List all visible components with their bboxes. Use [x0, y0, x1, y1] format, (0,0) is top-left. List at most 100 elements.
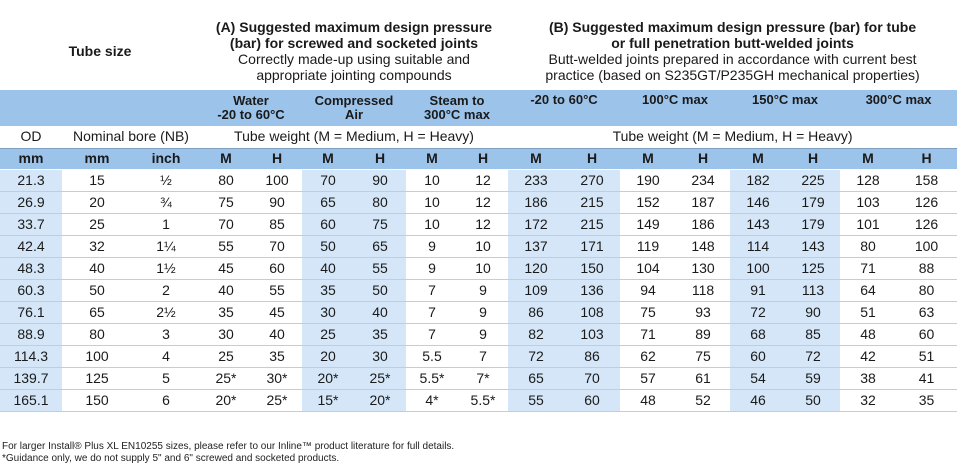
table-cell: 15: [62, 168, 132, 192]
table-cell: 114: [730, 234, 786, 258]
group-header-row: Tube size (A) Suggested maximum design p…: [0, 12, 957, 90]
tube-weight-a-header: Tube weight (M = Medium, H = Heavy): [200, 126, 508, 149]
table-cell: 30: [302, 300, 354, 324]
table-cell: 72: [786, 344, 840, 368]
group-a-line2: (bar) for screwed and socketed joints: [229, 35, 479, 51]
table-cell: 71: [620, 322, 676, 346]
unit-cell: M: [406, 148, 458, 169]
table-cell: 70: [302, 168, 354, 192]
table-cell: 85: [252, 212, 302, 236]
table-cell: 30: [200, 322, 252, 346]
band-b-temp2: 100°C max: [620, 90, 730, 126]
table-cell: 25: [62, 212, 132, 236]
table-row: 139.7 125 5 25* 30* 20* 25* 5.5* 7* 65 70 57 61 54 59 3…: [0, 366, 957, 390]
group-b-line2: or full penetration butt-welded joints: [611, 35, 854, 51]
cell-value: 20*: [369, 391, 391, 408]
unit-cell: H: [564, 148, 620, 169]
cell-value: 25*: [369, 369, 391, 386]
table-cell: 119: [620, 234, 676, 258]
table-cell: 60: [896, 322, 957, 346]
table-cell: 76.1: [0, 300, 62, 324]
table-cell: 25*: [354, 366, 406, 390]
table-cell: 130: [676, 256, 730, 280]
table-cell: 86: [508, 300, 564, 324]
table-cell: 75: [200, 190, 252, 214]
band-blank: [0, 90, 200, 126]
table-cell: 114.3: [0, 344, 62, 368]
table-cell: 50: [302, 234, 354, 258]
condition-band-row: Water -20 to 60°C Compressed Air Steam t…: [0, 90, 957, 126]
table-cell: 12: [458, 168, 508, 192]
table-row: 48.3 40 1½ 45 60 40 55 9 10 120 150 104 130 100 125 71 8…: [0, 256, 957, 280]
table-cell: 75: [676, 344, 730, 368]
table-cell: 2: [132, 278, 200, 302]
table-cell: 7: [406, 278, 458, 302]
band-steam: Steam to 300°C max: [406, 90, 508, 126]
table-cell: 20*: [302, 366, 354, 390]
table-cell: 20*: [200, 388, 252, 412]
table-cell: 120: [508, 256, 564, 280]
table-cell: 72: [730, 300, 786, 324]
table-cell: 70: [564, 366, 620, 390]
table-cell: 4: [132, 344, 200, 368]
band-air: Compressed Air: [302, 90, 406, 126]
table-cell: 139.7: [0, 366, 62, 390]
table-cell: 233: [508, 168, 564, 192]
table-cell: 186: [508, 190, 564, 214]
table-cell: 40: [302, 256, 354, 280]
table-cell: 65: [508, 366, 564, 390]
table-row: 42.4 32 1¼ 55 70 50 65 9 10 137 171 119 148 114 143 80 1…: [0, 234, 957, 258]
table-cell: 51: [896, 344, 957, 368]
table-cell: 72: [508, 344, 564, 368]
table-cell: 80: [62, 322, 132, 346]
table-cell: 3: [132, 322, 200, 346]
table-cell: 52: [676, 388, 730, 412]
table-row: 26.9 20 ¾ 75 90 65 80 10 12 186 215 152 187 146 179 103…: [0, 190, 957, 214]
table-cell: 1½: [132, 256, 200, 280]
table-cell: 59: [786, 366, 840, 390]
table-cell: 70: [200, 212, 252, 236]
table-cell: 148: [676, 234, 730, 258]
table-cell: 61: [676, 366, 730, 390]
table-cell: 40: [354, 300, 406, 324]
table-cell: 10: [406, 168, 458, 192]
table-cell: 91: [730, 278, 786, 302]
table-cell: 80: [354, 190, 406, 214]
unit-cell: M: [508, 148, 564, 169]
table-cell: 15*: [302, 388, 354, 412]
table-row: 88.9 80 3 30 40 25 35 7 9 82 103 71 89 68 85 48 60: [0, 322, 957, 346]
group-a-line3: Correctly made-up using suitable and: [238, 51, 470, 67]
table-cell: 86: [564, 344, 620, 368]
table-cell: 190: [620, 168, 676, 192]
table-cell: 143: [786, 234, 840, 258]
table-cell: 71: [840, 256, 896, 280]
table-cell: 70: [252, 234, 302, 258]
table-cell: 25: [200, 344, 252, 368]
table-cell: 10: [406, 212, 458, 236]
table-cell: 32: [62, 234, 132, 258]
unit-cell: H: [676, 148, 730, 169]
table-cell: 152: [620, 190, 676, 214]
table-cell: 20: [302, 344, 354, 368]
table-cell: 45: [200, 256, 252, 280]
table-cell: 51: [840, 300, 896, 324]
table-cell: 10: [458, 234, 508, 258]
pressure-table: Tube size (A) Suggested maximum design p…: [0, 12, 957, 412]
unit-cell: mm: [62, 148, 132, 169]
table-cell: 33.7: [0, 212, 62, 236]
table-cell: 7: [406, 300, 458, 324]
table-cell: 7: [406, 322, 458, 346]
table-cell: 80: [896, 278, 957, 302]
table-cell: 82: [508, 322, 564, 346]
tube-weight-b-header: Tube weight (M = Medium, H = Heavy): [508, 126, 957, 149]
table-cell: 172: [508, 212, 564, 236]
unit-cell: M: [840, 148, 896, 169]
table-cell: 20*: [354, 388, 406, 412]
table-cell: 21.3: [0, 168, 62, 192]
table-cell: 125: [62, 366, 132, 390]
band-air-line2: Air: [344, 107, 364, 122]
group-b-line4: practice (based on S235GT/P235GH mechani…: [545, 67, 920, 83]
table-cell: 50: [62, 278, 132, 302]
band-water-line1: Water: [233, 93, 269, 108]
table-row: 114.3 100 4 25 35 20 30 5.5 7 72 86 62 75 60 72 42 51: [0, 344, 957, 368]
